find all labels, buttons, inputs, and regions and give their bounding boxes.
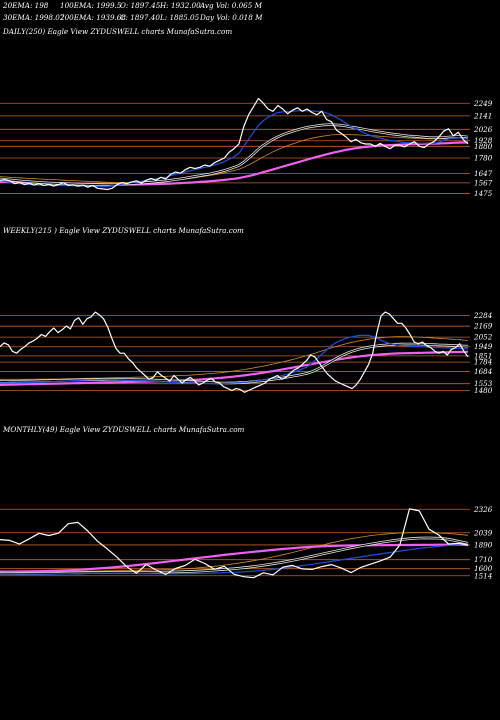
header-high: H: 1932.00	[159, 1, 201, 10]
monthly-panel-label: MONTHLY(49) Eagle View ZYDUSWELL charts …	[2, 425, 245, 434]
daily-ema-orange-line	[0, 133, 468, 183]
daily-ema-white-line-inner	[0, 124, 469, 186]
daily-y-tick-label: 2141	[473, 111, 492, 120]
weekly-price-line	[0, 311, 469, 393]
monthly-y-tick-label: 1710	[474, 555, 493, 564]
weekly-y-tick-label: 1851	[474, 351, 492, 360]
daily-y-tick-label: 1880	[474, 142, 493, 151]
daily-y-tick-label: 2249	[473, 99, 493, 108]
header-open: O: 1897.45	[120, 1, 161, 10]
monthly-ema-orange-line	[0, 532, 469, 573]
monthly-ema-short-line	[0, 544, 469, 575]
weekly-y-tick-label: 2169	[473, 322, 493, 331]
daily-panel-label: DAILY(250) Eagle View ZYDUSWELL charts M…	[2, 27, 232, 36]
monthly-ema-magenta-line	[0, 543, 469, 573]
header-100ema: 100EMA: 1999.5	[60, 1, 122, 10]
daily-y-tick-label: 1475	[474, 189, 493, 198]
weekly-panel: WEEKLY(215 ) Eagle View ZYDUSWELL charts…	[0, 226, 493, 395]
header-row-2: 30EMA: 1998.07 200EMA: 1939.68 C: 1897.4…	[3, 13, 263, 22]
weekly-y-tick-label: 1784	[474, 358, 493, 367]
monthly-panel: MONTHLY(49) Eagle View ZYDUSWELL charts …	[0, 425, 493, 580]
monthly-y-tick-label: 2326	[473, 505, 493, 514]
daily-y-tick-label: 1928	[474, 136, 493, 145]
header-20ema: 20EMA: 198	[2, 1, 49, 10]
monthly-y-tick-label: 2039	[473, 528, 493, 537]
monthly-y-tick-label: 1600	[474, 564, 493, 573]
daily-y-tick-label: 1567	[474, 178, 493, 187]
header-close: C: 1897.40	[120, 13, 160, 22]
header-30ema: 30EMA: 1998.07	[3, 13, 65, 22]
daily-y-tick-label: 1647	[474, 169, 493, 178]
header-day-vol: Day Vol: 0.018 M	[199, 13, 263, 22]
weekly-y-tick-label: 1553	[474, 379, 493, 388]
header-low: L: 1885.05	[159, 13, 200, 22]
monthly-price-line	[0, 508, 469, 579]
weekly-ema-short-line	[0, 334, 469, 385]
daily-panel: DAILY(250) Eagle View ZYDUSWELL charts M…	[0, 27, 493, 198]
daily-price-line	[0, 97, 469, 191]
monthly-y-tick-label: 1514	[474, 571, 493, 580]
weekly-y-tick-label: 1480	[474, 386, 493, 395]
weekly-y-tick-label: 1684	[474, 367, 493, 376]
weekly-ema-orange-line	[0, 336, 469, 380]
header-avg-vol: Avg Vol: 0.065 M	[199, 1, 263, 10]
weekly-panel-label: WEEKLY(215 ) Eagle View ZYDUSWELL charts…	[3, 226, 244, 235]
monthly-y-tick-label: 1890	[474, 540, 493, 549]
header-200ema: 200EMA: 1939.68	[59, 13, 126, 22]
weekly-y-tick-label: 2284	[473, 311, 493, 320]
header-row-1: 20EMA: 198 100EMA: 1999.5 O: 1897.45 H: …	[2, 1, 263, 10]
monthly-ema-white-line-inner	[0, 537, 469, 574]
daily-y-tick-label: 2026	[473, 125, 493, 134]
weekly-ema-magenta-line	[0, 350, 469, 386]
weekly-y-tick-label: 2052	[473, 333, 493, 342]
weekly-y-tick-label: 1949	[474, 342, 493, 351]
daily-y-tick-label: 1780	[474, 154, 493, 163]
